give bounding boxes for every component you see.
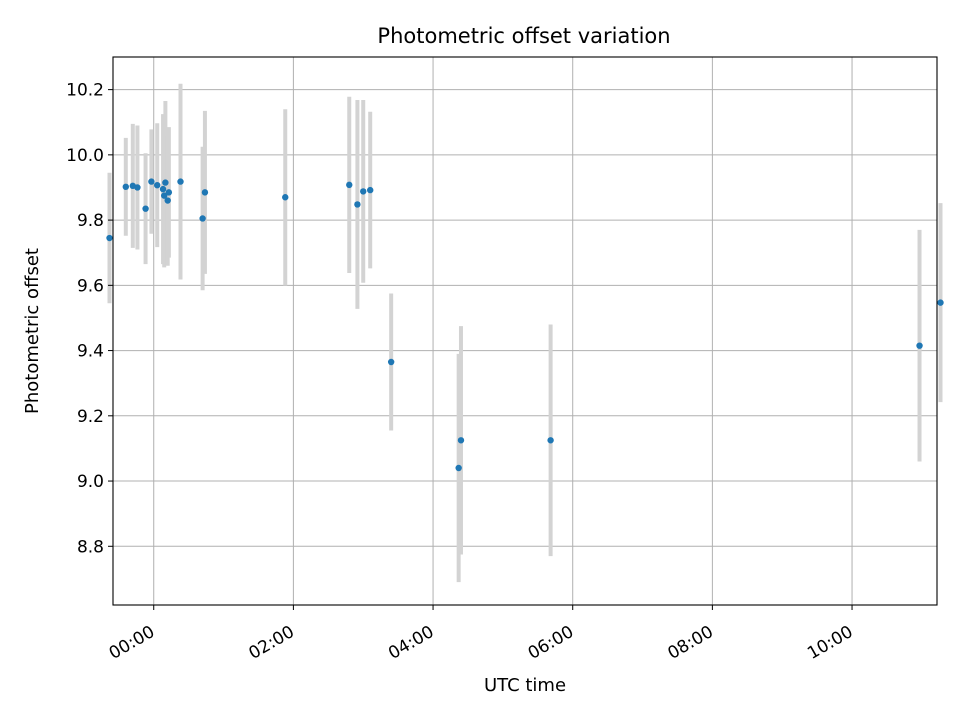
data-point bbox=[457, 437, 465, 444]
data-point bbox=[916, 342, 923, 349]
data-point bbox=[106, 234, 113, 242]
data-point bbox=[165, 189, 173, 196]
chart-title: Photometric offset variation bbox=[377, 24, 670, 48]
errorbars bbox=[107, 83, 943, 583]
data-point bbox=[354, 201, 361, 208]
data-point bbox=[154, 181, 161, 189]
data-points bbox=[106, 178, 944, 472]
x-tick-label: 10:00 bbox=[804, 622, 856, 664]
x-tick-label: 06:00 bbox=[525, 622, 577, 664]
x-tick-label: 00:00 bbox=[106, 622, 158, 664]
x-axis-label: UTC time bbox=[484, 675, 566, 696]
y-tick-label: 9.2 bbox=[77, 407, 104, 427]
y-axis-label: Photometric offset bbox=[22, 248, 43, 414]
y-tick-label: 9.0 bbox=[77, 472, 104, 492]
data-point bbox=[367, 186, 374, 194]
x-axis-ticks: 00:00 02:00 04:00 06:00 08:00 10:00 bbox=[106, 605, 857, 664]
y-tick-label: 10.0 bbox=[66, 146, 104, 166]
data-point bbox=[199, 215, 206, 222]
data-point bbox=[937, 299, 944, 306]
data-point bbox=[142, 205, 149, 212]
x-tick-label: 08:00 bbox=[664, 622, 716, 664]
x-tick-label: 04:00 bbox=[385, 622, 437, 664]
y-tick-label: 9.6 bbox=[77, 276, 104, 296]
data-point bbox=[162, 179, 169, 186]
data-point bbox=[148, 178, 155, 185]
data-point bbox=[122, 183, 130, 191]
data-point bbox=[161, 192, 168, 199]
data-point bbox=[360, 188, 367, 195]
data-point bbox=[164, 197, 171, 204]
y-tick-label: 10.2 bbox=[66, 81, 104, 101]
data-point bbox=[346, 181, 353, 189]
y-tick-label: 8.8 bbox=[77, 537, 104, 557]
y-axis-ticks: 8.8 9.0 9.2 9.4 9.6 9.8 10.0 10.2 bbox=[66, 81, 113, 557]
y-tick-label: 9.4 bbox=[77, 342, 104, 362]
data-point bbox=[387, 358, 395, 366]
data-point bbox=[177, 178, 184, 185]
data-point bbox=[201, 189, 209, 196]
data-point bbox=[455, 464, 462, 472]
data-point bbox=[159, 185, 167, 193]
data-point bbox=[134, 184, 141, 191]
plot-frame bbox=[112, 56, 938, 606]
x-tick-label: 02:00 bbox=[245, 622, 297, 664]
data-point bbox=[282, 194, 289, 201]
data-point bbox=[547, 437, 554, 444]
y-tick-label: 9.8 bbox=[77, 211, 104, 231]
grid bbox=[113, 57, 937, 605]
